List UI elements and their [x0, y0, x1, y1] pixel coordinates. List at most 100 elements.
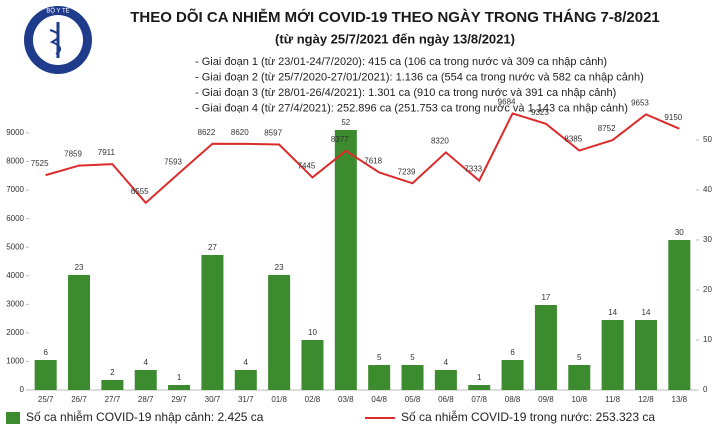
x-tick-label: 09/8	[538, 395, 554, 404]
bar-label: 30	[675, 228, 684, 237]
line-label: 9684	[498, 98, 516, 107]
line-label: 9653	[631, 98, 649, 107]
x-tick-label: 28/7	[138, 395, 154, 404]
bar-label: 4	[143, 358, 148, 367]
bar-label: 2	[110, 368, 115, 377]
line-label: 8377	[331, 135, 349, 144]
bar	[301, 340, 324, 390]
x-tick-label: 08/8	[505, 395, 521, 404]
y-tick-label: 5000	[6, 242, 24, 251]
chart-title: THEO DÕI CA NHIỄM MỚI COVID-19 THEO NGÀY…	[130, 8, 660, 26]
y2-tick-label: 0	[703, 385, 708, 394]
logo: BỘ Y TẾ	[24, 6, 92, 74]
line-label: 7525	[31, 159, 49, 168]
line-label: 7445	[298, 162, 316, 171]
bar	[101, 380, 124, 390]
line-label: 9323	[531, 108, 549, 117]
y2-tick-label: 40	[703, 185, 712, 194]
bar-label: 27	[208, 243, 217, 252]
line-label: 7333	[464, 165, 482, 174]
bar-label: 23	[275, 263, 284, 272]
bar	[434, 370, 457, 390]
line-label: 7859	[64, 150, 82, 159]
bar-label: 14	[642, 308, 651, 317]
x-tick-label: 29/7	[171, 395, 187, 404]
bar-label: 1	[177, 373, 182, 382]
legend-label: Số ca nhiễm COVID-19 trong nước: 253.323…	[401, 409, 655, 424]
line-label: 8622	[198, 128, 216, 137]
x-tick-label: 11/8	[605, 395, 621, 404]
x-tick-label: 05/8	[405, 395, 421, 404]
bar	[134, 370, 157, 390]
bar-label: 1	[477, 373, 482, 382]
logo-text: BỘ Y TẾ	[46, 8, 69, 15]
bar	[68, 275, 91, 390]
bar-label: 5	[410, 353, 415, 362]
legend-swatch	[6, 412, 20, 424]
bar-label: 4	[444, 358, 449, 367]
x-tick-label: 01/8	[271, 395, 287, 404]
bar-label: 10	[308, 328, 317, 337]
x-tick-label: 12/8	[638, 395, 654, 404]
x-tick-label: 10/8	[571, 395, 587, 404]
x-tick-label: 07/8	[471, 395, 487, 404]
x-tick-label: 27/7	[105, 395, 121, 404]
x-tick-label: 26/7	[71, 395, 87, 404]
bar	[634, 320, 657, 390]
y2-tick-label: 20	[703, 285, 712, 294]
bar	[334, 130, 357, 390]
y-tick-label: 2000	[6, 328, 24, 337]
bar-label: 14	[608, 308, 617, 317]
line-label: 8320	[431, 137, 449, 146]
y-tick-label: 1000	[6, 357, 24, 366]
bar	[534, 305, 557, 390]
bar	[168, 385, 191, 390]
x-tick-label: 04/8	[371, 395, 387, 404]
x-tick-label: 02/8	[305, 395, 321, 404]
bar	[368, 365, 391, 390]
bar-label: 6	[43, 348, 48, 357]
bar-label: 5	[377, 353, 382, 362]
y2-tick-label: 10	[703, 335, 712, 344]
y-tick-label: 3000	[6, 299, 24, 308]
logo-snake	[49, 29, 62, 55]
annotation: - Giai đoạn 2 (từ 25/7/2020-27/01/2021):…	[195, 71, 644, 83]
line-label: 9150	[664, 113, 682, 122]
bar	[568, 365, 591, 390]
line-label: 7618	[364, 157, 382, 166]
bar	[34, 360, 57, 390]
bar	[401, 365, 424, 390]
annotation: - Giai đoạn 4 (từ 27/4/2021): 252.896 ca…	[195, 102, 628, 114]
line-label: 7911	[98, 148, 116, 157]
line-label: 8385	[564, 135, 582, 144]
legend-label: Số ca nhiễm COVID-19 nhập cảnh: 2.425 ca	[26, 409, 264, 424]
bar	[468, 385, 491, 390]
bar	[234, 370, 257, 390]
y-tick-label: 6000	[6, 214, 24, 223]
line-label: 8752	[598, 124, 616, 133]
bar-label: 6	[510, 348, 515, 357]
y-tick-label: 9000	[6, 128, 24, 137]
line-label: 7593	[164, 157, 182, 166]
y-tick-label: 0	[20, 385, 25, 394]
bar	[201, 255, 224, 390]
bar	[268, 275, 291, 390]
chart-subtitle: (từ ngày 25/7/2021 đến ngày 13/8/2021)	[275, 31, 515, 46]
bar	[601, 320, 624, 390]
line-label: 8620	[231, 128, 249, 137]
bar	[501, 360, 524, 390]
y-tick-label: 7000	[6, 185, 24, 194]
x-tick-label: 31/7	[238, 395, 254, 404]
y2-tick-label: 50	[703, 135, 712, 144]
bar	[668, 240, 691, 390]
x-tick-label: 25/7	[38, 395, 54, 404]
bar-label: 52	[341, 118, 350, 127]
annotation: - Giai đoạn 3 (từ 28/01-26/4/2021): 1.30…	[195, 87, 616, 99]
bar-label: 4	[244, 358, 249, 367]
line	[45, 112, 680, 205]
x-tick-label: 13/8	[672, 395, 688, 404]
line-label: 7239	[398, 167, 416, 176]
x-tick-label: 30/7	[205, 395, 221, 404]
annotation: - Giai đoạn 1 (từ 23/01-24/7/2020): 415 …	[195, 56, 607, 68]
